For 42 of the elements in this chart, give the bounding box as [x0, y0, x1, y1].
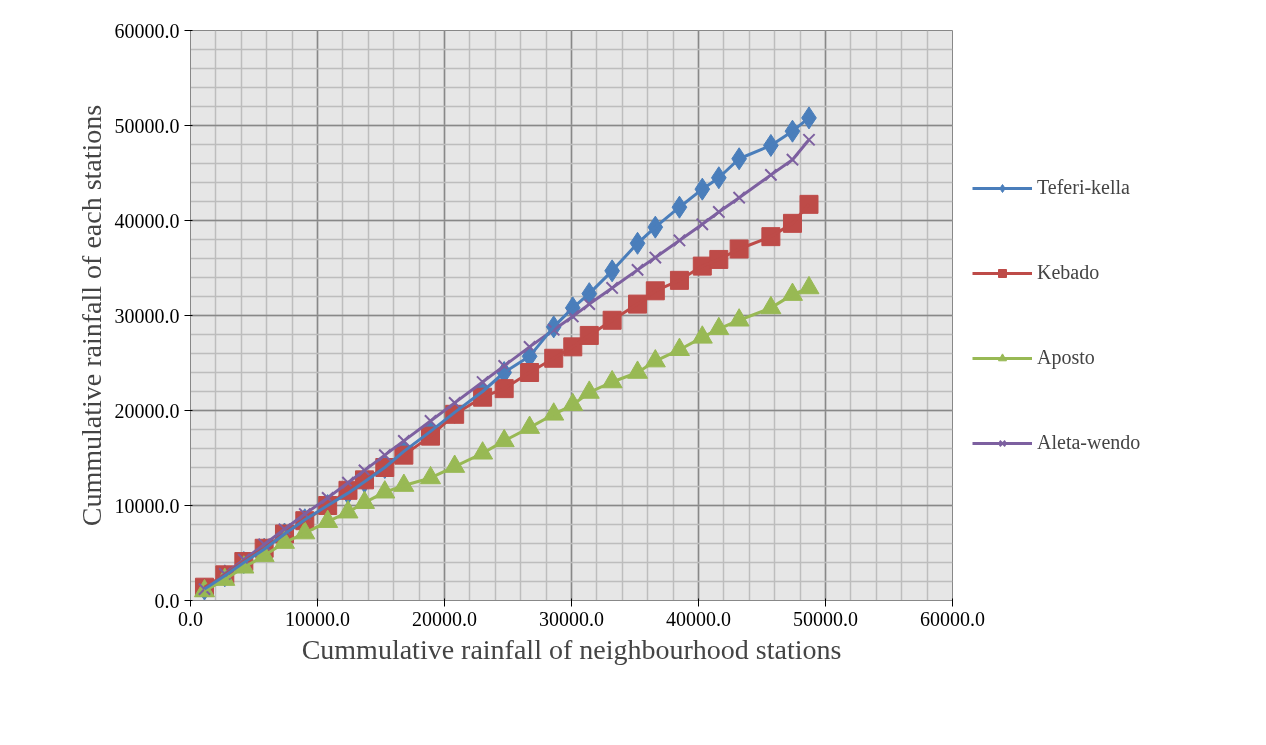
y-tick-label: 20000.0: [114, 399, 180, 422]
point: [397, 434, 411, 448]
point: [799, 194, 819, 214]
legend-label: Teferi-kella: [1037, 176, 1130, 199]
point: [378, 448, 392, 462]
x-tick-label: 20000.0: [412, 607, 477, 630]
point: [785, 153, 800, 167]
legend-label: Kebado: [1037, 261, 1100, 284]
x-axis-title: Cummulative rainfall of neighbourhood stations: [301, 633, 842, 665]
point: [566, 309, 580, 324]
point: [522, 340, 537, 354]
x-tick-label: 10000.0: [285, 607, 350, 630]
point: [764, 168, 778, 182]
legend-label: Aposto: [1037, 346, 1095, 369]
point: [732, 191, 746, 205]
point: [357, 463, 372, 478]
point: [695, 217, 709, 231]
point: [648, 250, 662, 265]
point: [672, 233, 687, 248]
y-tick-label: 50000.0: [114, 114, 180, 137]
point: [630, 263, 645, 277]
legend-label: Aleta-wendo: [1037, 431, 1141, 454]
point: [729, 239, 749, 259]
x-tick-label: 0.0: [178, 607, 203, 630]
y-tick-label: 60000.0: [114, 19, 180, 42]
point: [475, 375, 490, 389]
point: [321, 491, 335, 505]
point: [605, 281, 619, 295]
y-tick-label: 0.0: [154, 589, 180, 612]
point: [448, 396, 462, 410]
y-tick-label: 10000.0: [114, 494, 180, 517]
point: [582, 297, 596, 311]
point: [423, 414, 438, 428]
y-tick-label: 40000.0: [114, 209, 180, 232]
point: [712, 205, 726, 219]
y-axis-title: Cummulative rainfall of each stations: [75, 104, 107, 527]
x-tick-label: 50000.0: [793, 607, 858, 630]
x-tick-label: 30000.0: [539, 607, 604, 630]
point: [802, 133, 816, 147]
x-tick-label: 40000.0: [666, 607, 731, 630]
y-tick-label: 30000.0: [114, 304, 180, 327]
x-tick-label: 60000.0: [920, 607, 985, 630]
